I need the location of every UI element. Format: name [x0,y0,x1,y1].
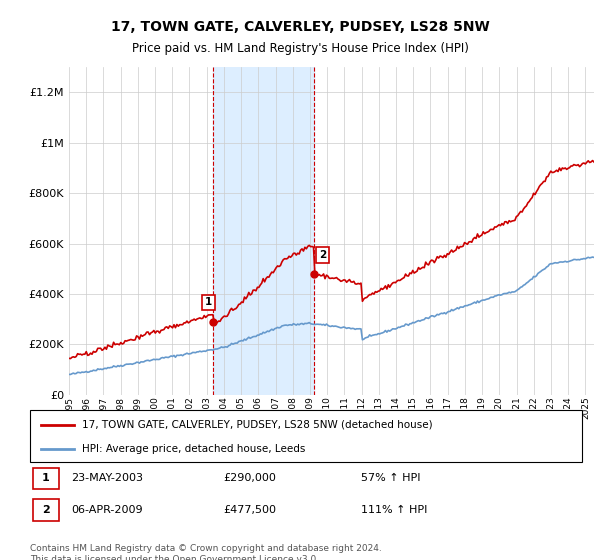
Text: 1: 1 [42,473,50,483]
Text: 2: 2 [42,505,50,515]
FancyBboxPatch shape [30,410,582,462]
FancyBboxPatch shape [33,500,59,521]
Text: 1: 1 [205,297,212,307]
Text: 2: 2 [319,250,326,260]
Text: 17, TOWN GATE, CALVERLEY, PUDSEY, LS28 5NW (detached house): 17, TOWN GATE, CALVERLEY, PUDSEY, LS28 5… [82,420,433,430]
Text: 23-MAY-2003: 23-MAY-2003 [71,473,143,483]
Bar [214,67,314,395]
Text: 111% ↑ HPI: 111% ↑ HPI [361,505,428,515]
Text: 06-APR-2009: 06-APR-2009 [71,505,143,515]
Text: HPI: Average price, detached house, Leeds: HPI: Average price, detached house, Leed… [82,444,306,454]
Text: £290,000: £290,000 [223,473,276,483]
Text: 17, TOWN GATE, CALVERLEY, PUDSEY, LS28 5NW: 17, TOWN GATE, CALVERLEY, PUDSEY, LS28 5… [110,20,490,34]
Text: 57% ↑ HPI: 57% ↑ HPI [361,473,421,483]
Text: Price paid vs. HM Land Registry's House Price Index (HPI): Price paid vs. HM Land Registry's House … [131,42,469,55]
Text: Contains HM Land Registry data © Crown copyright and database right 2024.
This d: Contains HM Land Registry data © Crown c… [30,544,382,560]
FancyBboxPatch shape [33,468,59,489]
Text: £477,500: £477,500 [223,505,276,515]
